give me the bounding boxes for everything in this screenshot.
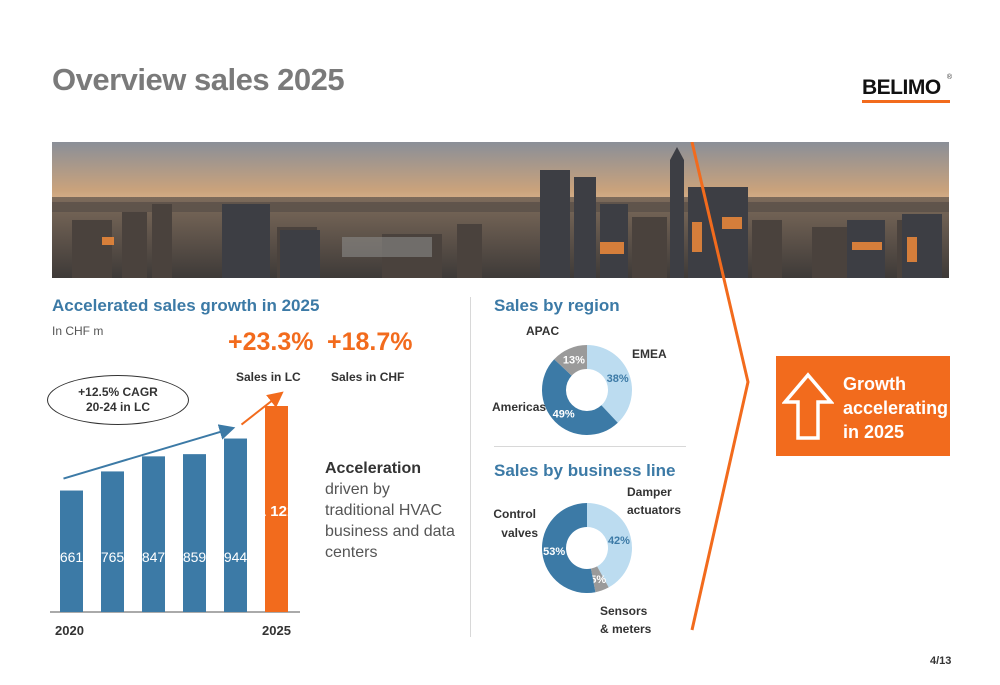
growth-line1: Growth [843, 374, 906, 394]
slice-category-label: EMEA [632, 347, 667, 361]
belimo-logo: BELIMO ® [862, 74, 952, 103]
slice-category-label: Americas [492, 400, 546, 414]
kpi-chf-value: +18.7% [327, 328, 413, 356]
cagr-badge: +12.5% CAGR 20-24 in LC [47, 375, 189, 425]
growth-line2: accelerating [843, 398, 949, 418]
up-arrow-icon [782, 372, 834, 440]
slice-category-label: Sensors [600, 604, 648, 618]
region-donut-chart: 38% 49% 13% EMEA Americas APAC [492, 324, 667, 435]
city-skyline-image [52, 142, 949, 278]
unit-note: In CHF m [52, 324, 104, 338]
bar-value-label: 944 [224, 549, 248, 565]
registered-mark: ® [946, 74, 952, 81]
cagr-line2: 20-24 in LC [85, 400, 151, 414]
slice-sensors-meters [590, 566, 609, 593]
bar-value-label: 847 [142, 549, 166, 565]
slice-apac [554, 345, 587, 376]
slice-value-label: 53% [543, 546, 565, 558]
horizontal-divider [494, 446, 686, 447]
slice-value-label: 49% [553, 408, 575, 420]
cagr-trend-arrow [63, 424, 236, 480]
sales-growth-title: Accelerated sales growth in 2025 [52, 296, 320, 315]
growth-trend-arrow [240, 391, 284, 426]
page-title: Overview sales 2025 [52, 62, 345, 97]
slice-category-label: actuators [627, 503, 681, 517]
slice-category-label: Damper [627, 485, 672, 499]
page-number: 4/13 [930, 655, 952, 667]
growth-callout-text: Growth accelerating in 2025 [843, 372, 953, 444]
city-skyline-banner [52, 142, 949, 278]
slice-damper-actuators [587, 503, 632, 588]
slice-emea [587, 345, 632, 423]
bar-2023 [183, 454, 206, 612]
slice-value-label: 13% [563, 355, 585, 367]
bar-2021 [101, 471, 124, 612]
bar-value-label: 765 [101, 549, 125, 565]
slice-americas [542, 359, 618, 435]
chevron-divider [690, 142, 750, 631]
slice-value-label: 38% [607, 373, 629, 385]
logo-text: BELIMO [862, 76, 941, 99]
x-label-end: 2025 [262, 623, 291, 638]
slice-value-label: 5% [590, 574, 606, 586]
kpi-lc-label: Sales in LC [236, 370, 301, 384]
bar-2020 [60, 490, 83, 612]
business-line-donut-chart: 42% 5% 53% Damper actuators Sensors & meters Co… [493, 485, 681, 636]
vertical-divider [470, 297, 471, 637]
slice-control-valves [542, 503, 596, 593]
bar-value-label: 859 [183, 549, 207, 565]
logo-underline [862, 100, 950, 103]
business-line-title: Sales by business line [494, 461, 676, 480]
kpi-chf-label: Sales in CHF [331, 370, 405, 384]
slice-category-label: Control [493, 507, 536, 521]
slice-category-label: & meters [600, 622, 652, 636]
slice-category-label: APAC [526, 324, 559, 338]
bar-2024 [224, 438, 247, 612]
kpi-lc-value: +23.3% [228, 328, 314, 356]
acceleration-bold: Acceleration [325, 460, 422, 477]
bar-2025 [265, 406, 288, 612]
growth-line3: in 2025 [843, 422, 905, 442]
sales-bar-chart: 661 765 847 859 944 1 121 [50, 391, 300, 613]
slice-category-label: valves [501, 526, 538, 540]
bar-value-label: 661 [60, 549, 84, 565]
cagr-line1: +12.5% CAGR [78, 385, 158, 399]
x-label-start: 2020 [55, 623, 84, 638]
region-title: Sales by region [494, 296, 620, 315]
bar-2022 [142, 456, 165, 612]
bar-value-label: 1 121 [258, 503, 296, 520]
acceleration-text: driven by traditional HVAC business and … [325, 481, 455, 561]
slice-value-label: 42% [608, 535, 630, 547]
acceleration-note: Acceleration driven by traditional HVAC … [325, 458, 455, 563]
